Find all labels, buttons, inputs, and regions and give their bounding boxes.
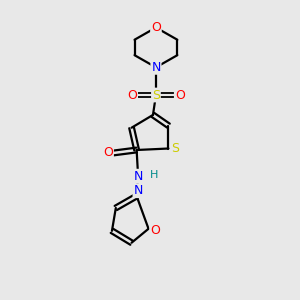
Text: O: O: [103, 146, 113, 160]
Text: N: N: [134, 170, 143, 183]
Text: S: S: [152, 88, 160, 101]
Text: O: O: [175, 88, 185, 101]
Text: O: O: [127, 88, 137, 101]
Text: O: O: [150, 224, 160, 237]
Text: N: N: [134, 184, 143, 197]
Text: O: O: [151, 21, 161, 34]
Text: S: S: [171, 142, 179, 155]
Text: H: H: [149, 170, 158, 180]
Text: N: N: [151, 61, 160, 74]
